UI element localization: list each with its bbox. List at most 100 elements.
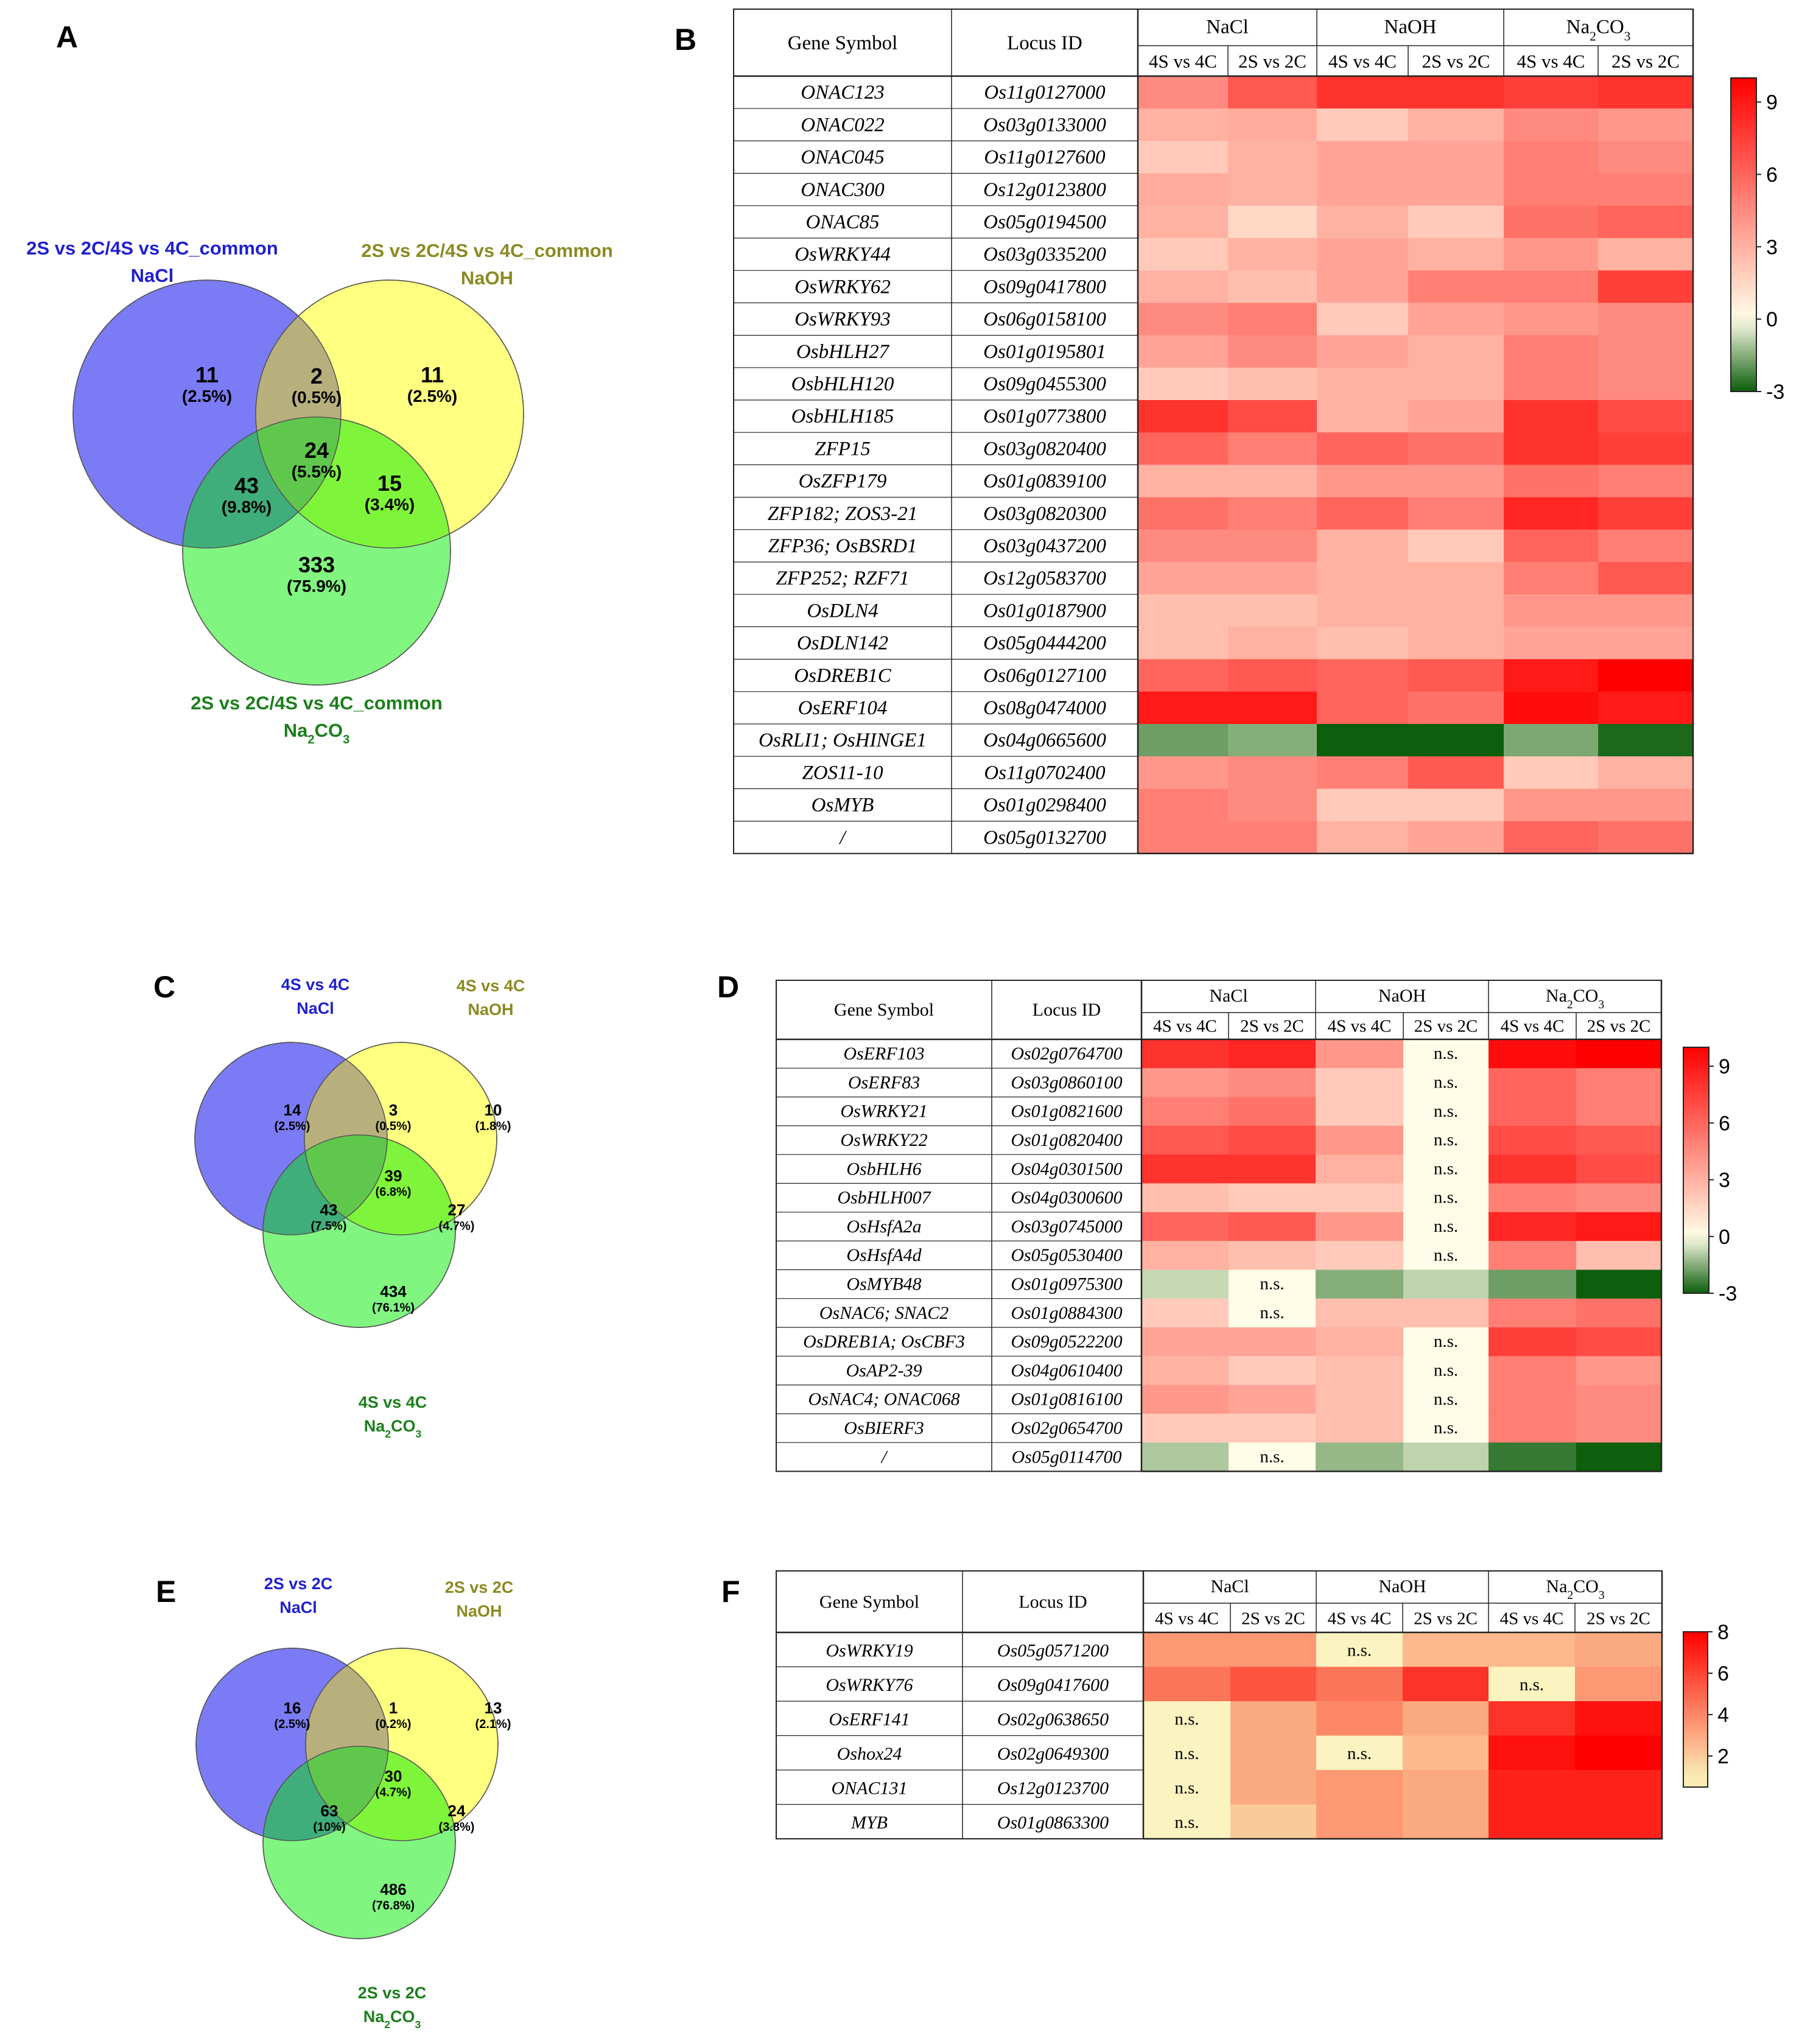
panel-label-d: D — [717, 970, 740, 1004]
header-comparison: 4S vs 4C — [1517, 51, 1585, 72]
header-comparison: 4S vs 4C — [1501, 1017, 1565, 1036]
heatmap-cell — [1317, 691, 1409, 725]
heatmap-cell — [1598, 594, 1694, 627]
venn-set-label-salt: NaCl — [296, 999, 334, 1017]
header-comparison: 2S vs 2C — [1240, 1017, 1304, 1036]
gene-symbol: ZOS11-10 — [802, 762, 883, 784]
heatmap-cell — [1504, 627, 1599, 660]
venn-count-naoh-only: 13 — [485, 1699, 502, 1717]
venn-count-nacl-naoh: 3 — [389, 1101, 398, 1119]
venn-count-nacl-na2co3: 43 — [234, 473, 259, 498]
heatmap-cell — [1317, 788, 1409, 822]
heatmap-cell — [1408, 400, 1504, 433]
heatmap-cell — [1228, 367, 1317, 401]
heatmap-cell — [1489, 1270, 1577, 1299]
locus-id: Os02g0764700 — [1011, 1044, 1122, 1064]
heatmap-cell — [1228, 821, 1317, 854]
panel-label-b: B — [675, 23, 697, 57]
gene-symbol: OsWRKY62 — [794, 276, 891, 298]
heatmap-cell — [1403, 1241, 1489, 1270]
heatmap-cell — [1317, 529, 1409, 563]
heatmap-cell — [1317, 465, 1409, 498]
heatmap-cell — [1403, 1298, 1489, 1328]
colorbar-tick-label: -3 — [1719, 1282, 1737, 1305]
venn-overlap-nacl-na2co3 — [263, 1746, 388, 1841]
heatmap-cell — [1575, 1632, 1663, 1667]
heatmap-cell — [1598, 432, 1694, 465]
colorbar-tick-label: 0 — [1766, 308, 1778, 331]
ns-label: n.s. — [1434, 1044, 1458, 1063]
heatmap-cell — [1141, 1356, 1229, 1386]
heatmap-cell — [1576, 1039, 1662, 1069]
venn-set-label-salt: Na2CO3 — [284, 720, 350, 746]
heatmap-cell — [1317, 627, 1409, 660]
venn-set-label-salt: NaOH — [456, 1602, 502, 1620]
colorbar-tick-label: 8 — [1717, 1621, 1729, 1644]
venn-set-label-title: 2S vs 2C/4S vs 4C_common — [191, 692, 443, 714]
heatmap-cell — [1230, 1770, 1317, 1805]
colorbar-tick-label: -3 — [1766, 381, 1784, 404]
heatmap-cell — [1598, 497, 1694, 530]
heatmap-cell — [1316, 1241, 1404, 1270]
heatmap-cell — [1576, 1097, 1662, 1126]
heatmap-cell — [1403, 1770, 1489, 1805]
heatmap-cell — [1408, 76, 1504, 109]
ns-label: n.s. — [1520, 1675, 1544, 1695]
venn-set-label-title: 2S vs 2C/4S vs 4C_common — [26, 237, 278, 259]
heatmap-cell — [1504, 529, 1599, 563]
gene-symbol: OsMYB — [812, 795, 874, 817]
heatmap-cell — [1228, 108, 1317, 141]
gene-symbol: OsWRKY76 — [826, 1675, 913, 1695]
heatmap-cell — [1575, 1804, 1663, 1839]
gene-symbol: Oshox24 — [837, 1744, 902, 1764]
heatmap-cell — [1504, 562, 1599, 595]
heatmap-cell — [1228, 627, 1317, 660]
gene-symbol: OsRLI1; OsHINGE1 — [759, 729, 927, 751]
heatmap-cell — [1489, 1241, 1577, 1270]
header-part: CO — [1596, 16, 1624, 38]
colorbar-tick-label: 3 — [1719, 1169, 1730, 1192]
heatmap-cell — [1316, 1385, 1404, 1414]
venn-percent-nacl-na2co3: (10%) — [313, 1821, 345, 1834]
venn-percent-nacl-only: (2.5%) — [182, 387, 232, 406]
heatmap-cell — [1141, 1298, 1229, 1328]
venn-percent-all-three: (5.5%) — [292, 462, 342, 481]
heatmap-cell — [1229, 1327, 1316, 1357]
venn-count-na2co3-only: 434 — [380, 1282, 407, 1301]
venn-percent-naoh-na2co3: (3.4%) — [365, 495, 415, 514]
locus-id: Os01g0821600 — [1011, 1101, 1122, 1122]
panel-label-c: C — [153, 970, 176, 1004]
venn-percent-naoh-na2co3: (4.7%) — [439, 1220, 475, 1233]
header-comparison: 2S vs 2C — [1611, 51, 1680, 72]
gene-symbol: OsDLN4 — [807, 600, 878, 622]
heatmap-cell — [1408, 367, 1504, 401]
heatmap-cell — [1230, 1666, 1317, 1702]
heatmap-cell — [1317, 756, 1409, 789]
locus-id: Os06g0127100 — [983, 665, 1106, 687]
colorbar — [1730, 77, 1757, 392]
heatmap-cell — [1403, 1735, 1489, 1771]
venn-count-nacl-na2co3: 43 — [320, 1201, 338, 1219]
ns-label: n.s. — [1260, 1303, 1284, 1322]
heatmap-cell — [1598, 205, 1694, 239]
heatmap-cell — [1489, 1770, 1576, 1805]
gene-symbol: / — [838, 827, 847, 849]
heatmap-cell — [1504, 367, 1599, 401]
heatmap-cell — [1229, 1183, 1316, 1213]
heatmap-cell — [1143, 1735, 1231, 1771]
gene-symbol: ONAC045 — [801, 147, 885, 169]
header-group: NaCl — [1206, 16, 1249, 38]
gene-symbol: OsWRKY44 — [794, 244, 891, 265]
heatmap-cell — [1138, 270, 1229, 303]
venn-percent-nacl-naoh: (0.2%) — [376, 1718, 412, 1731]
heatmap-cell — [1230, 1632, 1317, 1667]
heatmap-cell — [1403, 1327, 1489, 1357]
heatmap-cell — [1229, 1270, 1316, 1299]
ns-label: n.s. — [1260, 1274, 1284, 1294]
heatmap-cell — [1598, 756, 1694, 789]
heatmap-cell — [1598, 529, 1694, 563]
header-comparison: 2S vs 2C — [1238, 51, 1306, 72]
colorbar-tick-label: 6 — [1766, 163, 1778, 186]
gene-symbol: OsERF83 — [848, 1072, 920, 1092]
header-comparison: 4S vs 4C — [1500, 1609, 1564, 1629]
